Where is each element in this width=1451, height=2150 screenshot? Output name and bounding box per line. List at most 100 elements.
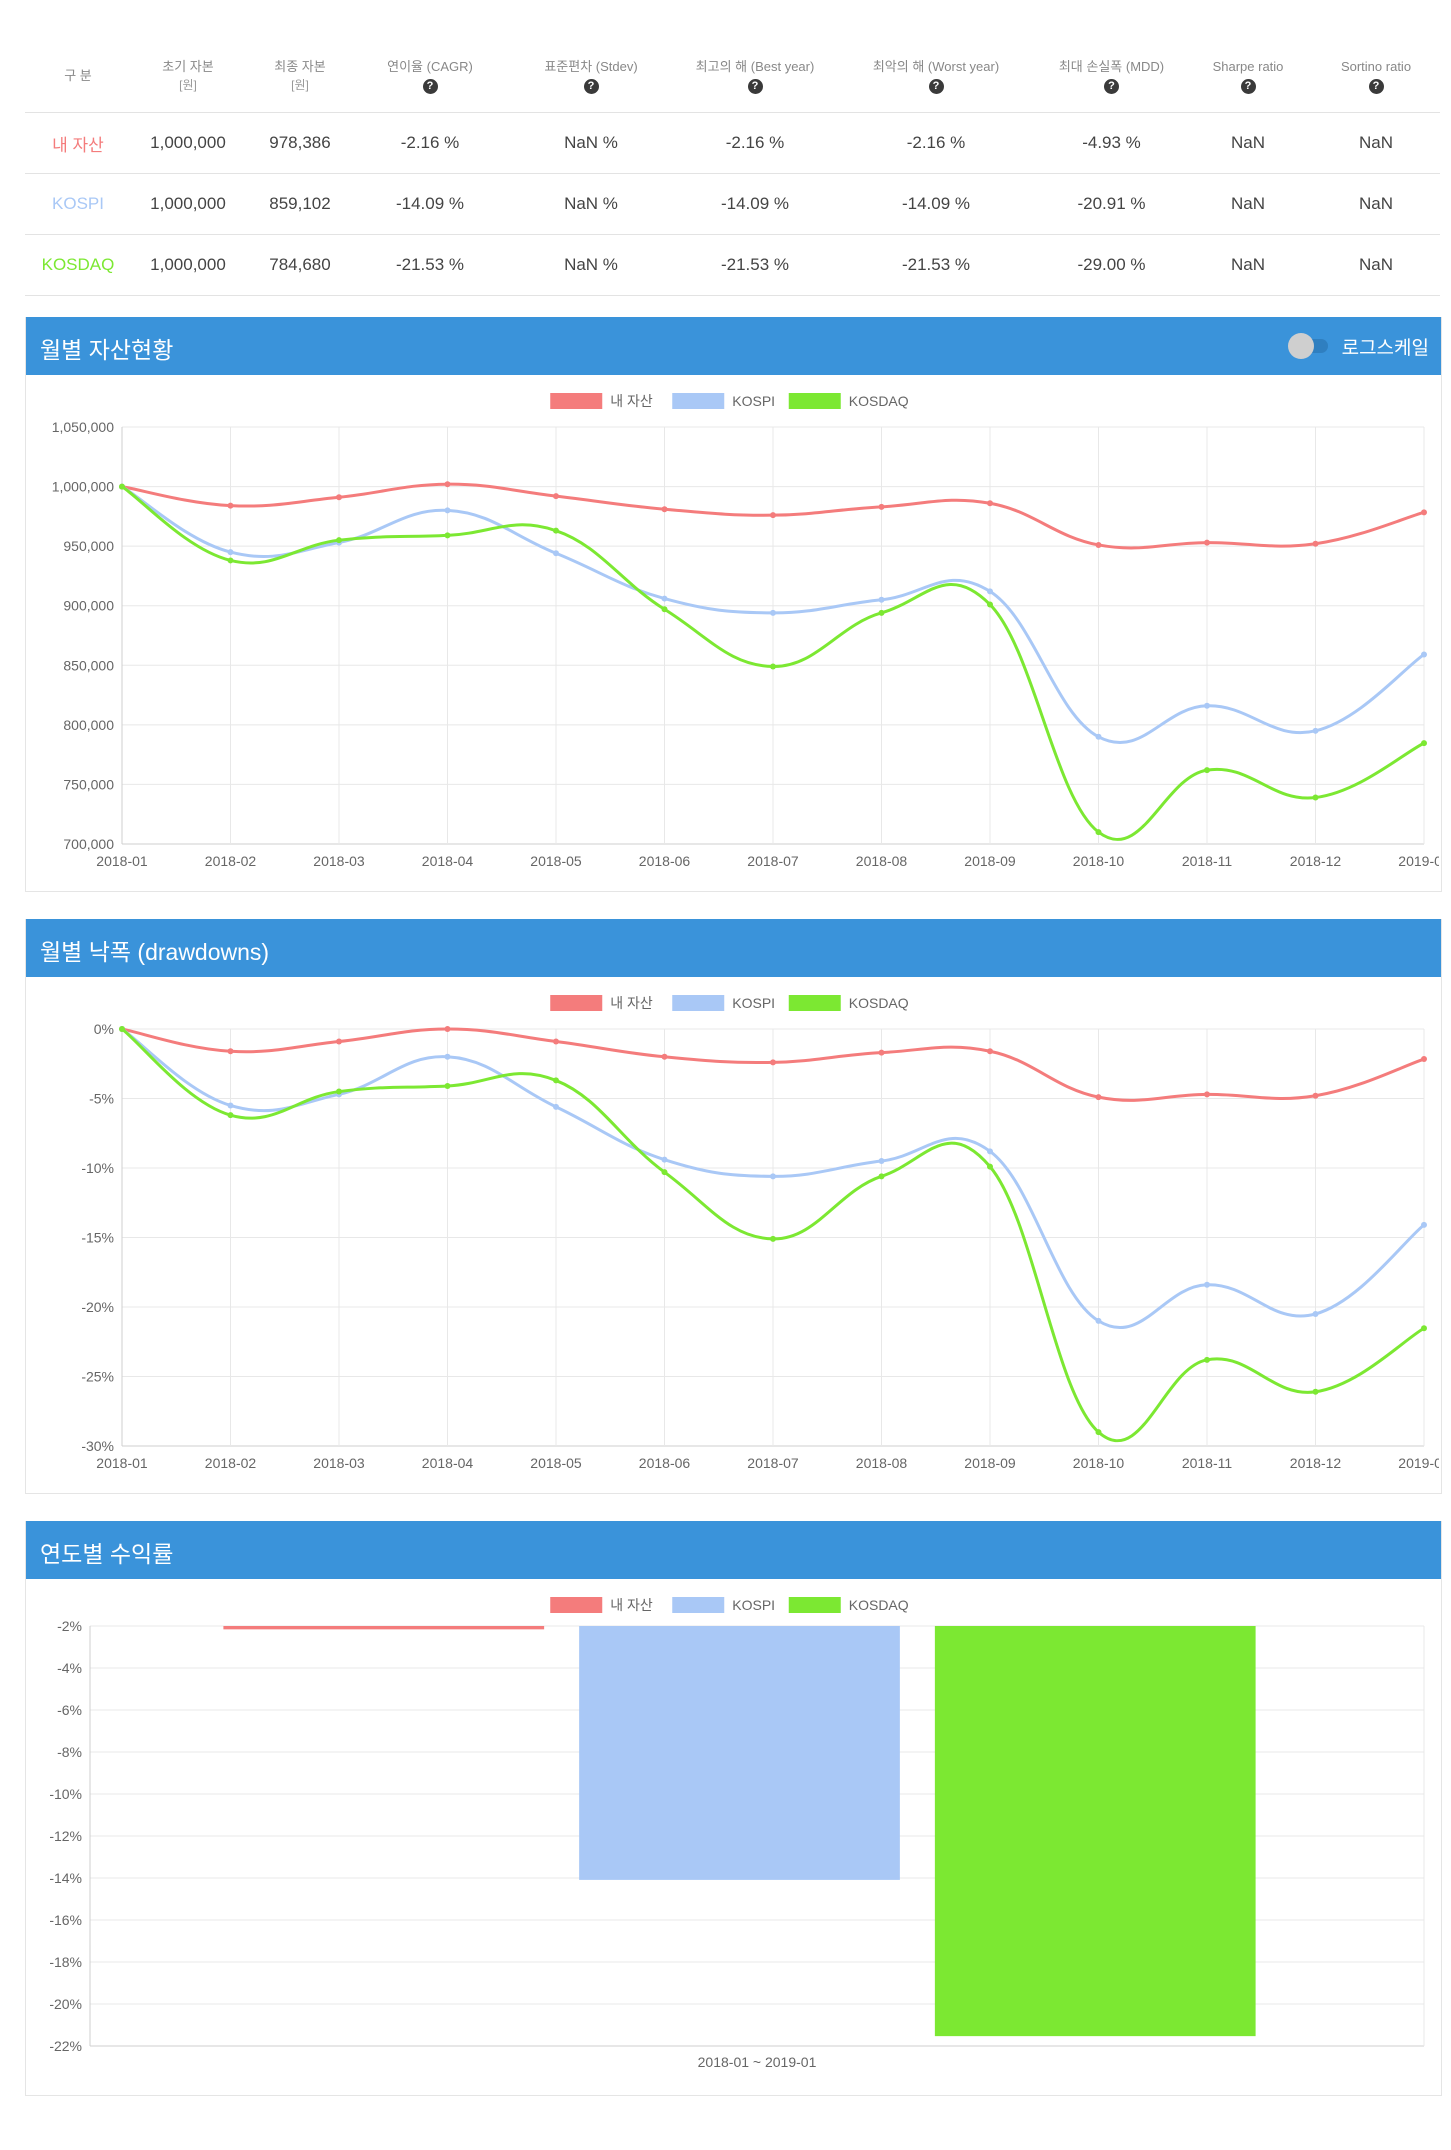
x-tick-label: 2018-08 [856,1455,908,1471]
data-point [987,1163,993,1170]
legend-label: KOSDAQ [849,1597,909,1613]
data-point [227,1048,234,1055]
y-tick-label: -6% [57,1702,82,1718]
data-point [661,595,668,602]
x-tick-label: 2018-01 ~ 2019-01 [698,2054,817,2070]
drawdowns-chart: 내 자산 KOSPI KOSDAQ -30% -25% -20% -15% -10% -5% 0%… [81,995,1450,1471]
table-header-cell: 최종 자본 [원] [245,40,355,113]
data-point [987,601,993,608]
grid [121,1028,1425,1447]
y-tick-label: -5% [89,1091,114,1107]
row-name: KOSDAQ [25,234,131,296]
help-icon[interactable]: ? [928,79,944,94]
x-tick-label: 2018-05 [530,1455,582,1471]
header-label: 최종 자본 [274,59,326,74]
data-point [444,481,451,488]
panel-header: 월별 낙폭 (drawdowns) [26,919,1441,977]
data-point [770,1173,776,1180]
y-tick-label: -22% [49,2038,82,2054]
table-cell: NaN [1312,234,1440,296]
header-label: 최대 손실폭 (MDD) [1058,59,1165,74]
table-cell: -2.16 % [355,112,505,174]
legend-label: KOSDAQ [849,393,909,409]
y-tick-label: 1,000,000 [52,479,114,495]
data-point [1312,1310,1319,1317]
table-row: KOSPI 1,000,000 859,102 -14.09 % NaN % -14.09… [25,173,1440,235]
help-icon[interactable]: ? [747,79,763,94]
y-tick-label: 800,000 [63,717,114,733]
legend-label: KOSDAQ [849,995,909,1011]
help-icon[interactable]: ? [1240,79,1256,94]
panel-header: 연도별 수익률 [26,1521,1441,1579]
row-name: 내 자산 [25,112,131,174]
x-tick-label: 2018-06 [639,1455,691,1471]
y-tick-label: 900,000 [63,598,114,614]
data-point [227,549,234,556]
data-point [1204,767,1210,774]
table-cell: NaN [1312,112,1440,174]
table-cell: -14.09 % [355,173,505,235]
table-body: 내 자산 1,000,000 978,386 -2.16 % NaN % -2.16 % -… [25,112,1440,296]
data-point [1204,702,1210,709]
data-point [1095,1429,1102,1436]
table-cell: 784,680 [245,234,355,296]
data-point [661,1156,668,1163]
data-point [878,1158,885,1165]
table-header-cell: 연이율 (CAGR)? [355,40,505,113]
table-cell: -21.53 % [677,234,833,296]
data-point [770,1235,776,1242]
x-tick-label: 2018-04 [422,1455,474,1471]
table-row: 내 자산 1,000,000 978,386 -2.16 % NaN % -2.16 % -… [25,112,1440,174]
data-point [661,606,668,613]
data-point [553,493,559,500]
log-scale-toggle[interactable]: 로그스케일 [1287,333,1429,359]
legend-swatch [672,1597,725,1613]
data-point [661,1169,668,1176]
y-tick-label: -4% [57,1660,82,1676]
table-cell: 1,000,000 [131,173,245,235]
data-point [1312,794,1319,801]
data-point [1312,1388,1319,1395]
drawdowns-panel: 월별 낙폭 (drawdowns) 내 자산 KOSPI KOSDAQ -30% -25… [25,919,1450,1494]
data-point [878,503,885,510]
header-label: 구 분 [64,68,92,83]
header-unit: [원] [179,78,197,92]
legend-swatch [788,995,841,1011]
x-tick-label: 2018-11 [1182,853,1233,869]
data-point [444,1053,451,1060]
header-unit: [원] [291,78,309,92]
table-cell: NaN [1184,234,1312,296]
y-tick-label: -20% [81,1299,114,1315]
y-tick-label: -10% [81,1160,114,1176]
data-point [1204,1091,1210,1098]
data-point [336,494,342,501]
data-point [1312,727,1319,734]
y-tick-label: 700,000 [63,836,114,852]
table-cell: 978,386 [245,112,355,174]
data-point [336,1088,342,1095]
data-point [1204,1281,1210,1288]
panel-title: 연도별 수익률 [40,1541,174,1567]
table-cell: NaN [1312,173,1440,235]
x-tick-label: 2018-05 [530,853,582,869]
help-icon[interactable]: ? [1368,79,1384,94]
help-icon[interactable]: ? [583,79,599,94]
table-header-cell: Sortino ratio? [1312,40,1440,113]
data-point [1312,1092,1319,1099]
data-point [444,507,451,514]
x-tick-label: 2018-09 [964,1455,1016,1471]
data-point [1095,1317,1102,1324]
help-icon[interactable]: ? [1104,79,1119,94]
table-cell: -14.09 % [677,173,833,235]
data-point [227,557,234,564]
toggle-knob[interactable] [1287,333,1314,359]
bar [579,1626,900,1880]
header-label: 최악의 해 (Worst year) [872,59,1000,74]
legend-swatch [550,1597,603,1613]
toggle-label: 로그스케일 [1341,337,1429,359]
toggle-track[interactable] [1287,333,1328,359]
header-label: 초기 자본 [162,59,214,74]
help-icon[interactable]: ? [422,79,438,94]
x-tick-label: 2019-01 [1398,1455,1439,1471]
